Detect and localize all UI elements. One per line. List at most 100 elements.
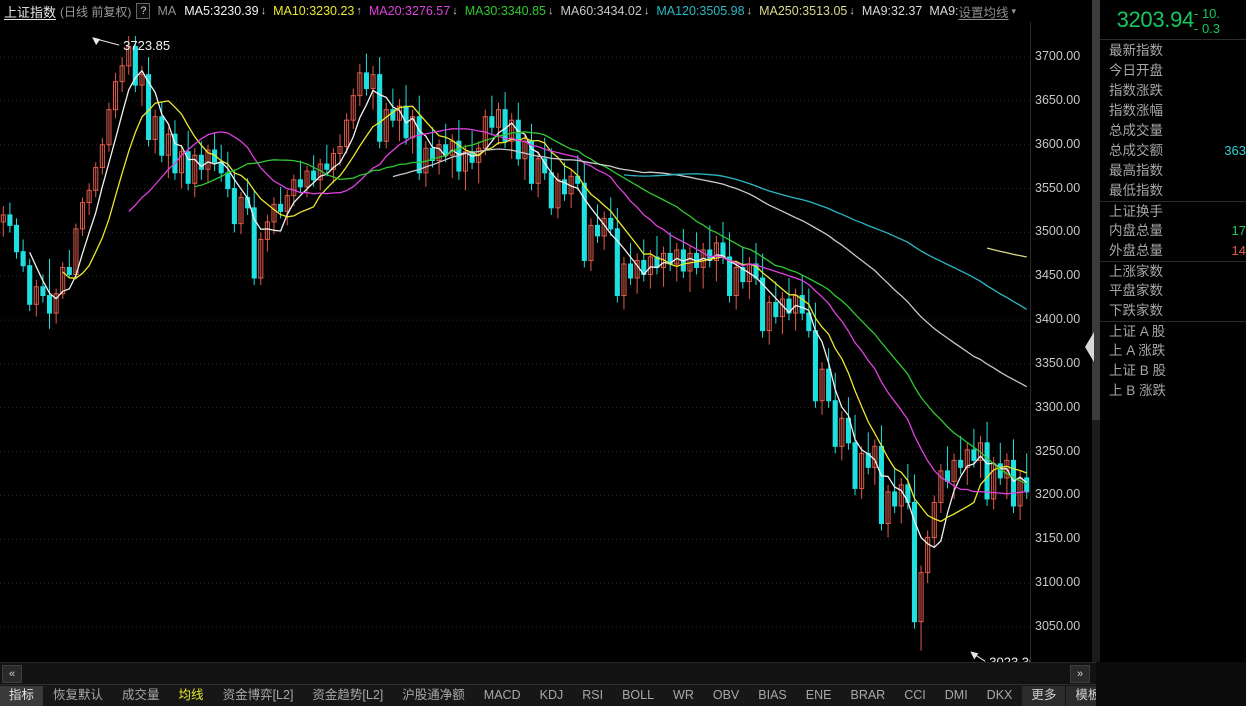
- toolbar-item-label: 均线: [178, 687, 204, 702]
- candle: [198, 141, 204, 180]
- candle: [931, 495, 937, 549]
- help-icon[interactable]: ?: [136, 3, 151, 19]
- candle: [700, 242, 706, 289]
- candle: [773, 281, 779, 324]
- toolbar-item-7[interactable]: MACD: [475, 686, 530, 706]
- toolbar-item-3[interactable]: 均线: [170, 686, 213, 706]
- toolbar-item-10[interactable]: BOLL: [613, 686, 663, 706]
- axis-tick-label: 3200.00: [1035, 487, 1081, 502]
- ma-value-label: MA5:3230.39: [184, 4, 259, 18]
- candle: [7, 202, 13, 233]
- ma-line-MA10: [62, 100, 1027, 523]
- symbol-name[interactable]: 上证指数: [4, 4, 57, 20]
- stat-label: 总成交额: [1109, 143, 1163, 158]
- ma-line-MA30: [194, 131, 1027, 485]
- candle: [205, 144, 211, 184]
- toolbar-item-label: DMI: [944, 687, 968, 702]
- stat-label: 总成交量: [1109, 123, 1163, 138]
- toolbar-item-6[interactable]: 沪股通净额: [393, 686, 474, 706]
- candle: [410, 109, 416, 154]
- scroll-right-button[interactable]: »: [1070, 665, 1090, 683]
- candle: [885, 484, 891, 538]
- toolbar-item-14[interactable]: ENE: [797, 686, 841, 706]
- scroll-left-button[interactable]: «: [2, 665, 22, 683]
- candle: [350, 88, 356, 129]
- indicator-tag-label: MA: [157, 4, 177, 18]
- candlestick-chart[interactable]: 3723.85 3023.30: [0, 22, 1030, 662]
- vertical-scrollbar[interactable]: [1092, 0, 1100, 662]
- toolbar-item-17[interactable]: DMI: [936, 686, 977, 706]
- axis-tick-label: 3050.00: [1035, 618, 1081, 633]
- candle: [509, 113, 515, 159]
- ma-setting-label[interactable]: 设置均线: [958, 5, 1009, 20]
- candle: [139, 65, 145, 107]
- toolbar-item-16[interactable]: CCI: [895, 686, 935, 706]
- toolbar-item-label: 恢复默认: [53, 687, 104, 702]
- stat-row: 最高指数: [1100, 161, 1246, 181]
- ma-values-group: MA5:3230.39 ↓ MA10:3230.23 ↑ MA20:3276.57 ↓ MA…: [184, 4, 929, 18]
- annotation-label: 3023.30: [989, 654, 1030, 662]
- arrow-up-icon: ↑: [356, 5, 362, 17]
- toolbar-item-0[interactable]: 指标: [0, 685, 44, 706]
- candle: [60, 262, 66, 300]
- candle: [958, 435, 964, 475]
- chevron-down-icon[interactable]: ▾: [1011, 5, 1017, 16]
- candle: [918, 565, 924, 651]
- toolbar-item-5[interactable]: 资金趋势[L2]: [303, 686, 392, 706]
- toolbar-item-18[interactable]: DKX: [978, 686, 1022, 706]
- stat-row: 上证换手: [1100, 201, 1246, 221]
- stat-row: 上 A 涨跌: [1100, 341, 1246, 361]
- candle: [845, 397, 851, 450]
- stat-row: 总成交额 363: [1100, 141, 1246, 161]
- stat-label: 上 B 涨跌: [1109, 383, 1167, 398]
- toolbar-item-2[interactable]: 成交量: [113, 686, 169, 706]
- toolbar-item-13[interactable]: BIAS: [749, 686, 796, 706]
- ma-setting-control[interactable]: MA9: 设置均线 ▾: [929, 2, 1016, 21]
- panel-collapse-handle[interactable]: [1085, 330, 1094, 364]
- candle: [680, 228, 686, 278]
- candle: [99, 137, 105, 175]
- stat-value: 363: [1224, 143, 1246, 158]
- candle: [13, 218, 20, 259]
- stat-label: 上涨家数: [1109, 264, 1163, 279]
- stat-label: 最高指数: [1109, 163, 1163, 178]
- ma-value-2: MA20:3276.57 ↓: [369, 4, 458, 18]
- candle: [225, 151, 231, 198]
- candle: [192, 148, 198, 198]
- toolbar-item-15[interactable]: BRAR: [841, 686, 894, 706]
- toolbar-item-9[interactable]: RSI: [573, 686, 612, 706]
- candle: [561, 162, 568, 201]
- candle: [779, 292, 785, 335]
- toolbar-item-label: 资金博弈[L2]: [222, 687, 294, 702]
- toolbar-item-19[interactable]: 更多: [1022, 685, 1066, 706]
- candle: [1004, 453, 1010, 499]
- candle: [264, 214, 270, 252]
- toolbar-item-8[interactable]: KDJ: [531, 686, 573, 706]
- candle: [20, 239, 26, 272]
- candle: [878, 425, 884, 531]
- ma-setting-prefix: MA9:: [929, 4, 959, 18]
- scrollbar-thumb[interactable]: [1092, 0, 1100, 420]
- toolbar-item-1[interactable]: 恢复默认: [44, 686, 112, 706]
- arrow-down-icon: ↓: [746, 5, 753, 17]
- toolbar-item-4[interactable]: 资金博弈[L2]: [214, 686, 303, 706]
- change-percent: - 0.3: [1194, 21, 1221, 36]
- toolbar-item-11[interactable]: WR: [664, 686, 703, 706]
- candle: [621, 256, 627, 310]
- candle: [674, 242, 680, 282]
- stat-label: 上证 B 股: [1109, 363, 1167, 378]
- axis-tick-label: 3150.00: [1035, 531, 1081, 546]
- stat-label: 上证换手: [1109, 204, 1163, 219]
- candle: [317, 158, 323, 191]
- toolbar-item-12[interactable]: OBV: [704, 686, 748, 706]
- candle: [403, 85, 409, 145]
- toolbar-item-label: RSI: [582, 687, 604, 702]
- stat-label: 平盘家数: [1109, 283, 1163, 298]
- last-price: 3203.94: [1116, 7, 1195, 32]
- stat-row: 指数涨幅: [1100, 101, 1246, 121]
- axis-tick-label: 3450.00: [1035, 268, 1081, 283]
- toolbar-item-label: 资金趋势[L2]: [312, 687, 384, 702]
- toolbar-item-label: BIAS: [758, 687, 787, 702]
- candle: [449, 134, 455, 179]
- horizontal-scroll-strip[interactable]: « »: [0, 662, 1096, 684]
